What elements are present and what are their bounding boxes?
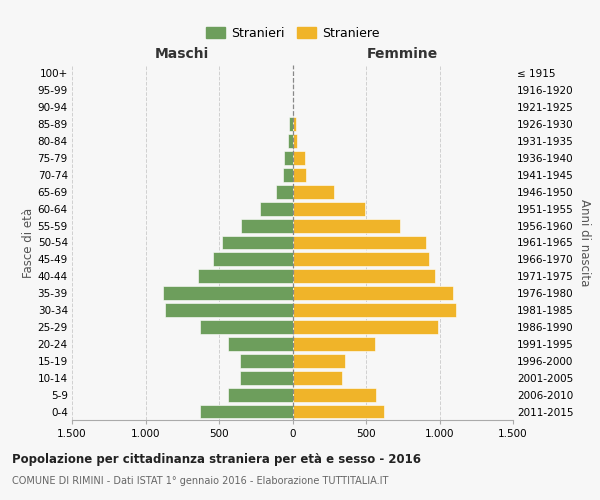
Bar <box>293 236 426 250</box>
Bar <box>293 202 365 215</box>
Text: Maschi: Maschi <box>155 47 209 61</box>
Bar <box>284 151 293 165</box>
Bar <box>293 371 342 384</box>
Bar <box>293 218 400 232</box>
Bar <box>293 303 455 317</box>
Bar <box>200 320 293 334</box>
Y-axis label: Fasce di età: Fasce di età <box>22 208 35 278</box>
Bar <box>164 303 293 317</box>
Y-axis label: Anni di nascita: Anni di nascita <box>578 199 590 286</box>
Bar <box>260 202 293 215</box>
Bar <box>293 286 453 300</box>
Bar <box>293 354 346 368</box>
Bar <box>289 134 293 148</box>
Text: Femmine: Femmine <box>367 47 439 61</box>
Bar <box>228 337 293 351</box>
Bar <box>228 388 293 402</box>
Bar <box>163 286 293 300</box>
Bar <box>199 270 293 283</box>
Bar <box>293 270 435 283</box>
Bar <box>283 168 293 182</box>
Text: COMUNE DI RIMINI - Dati ISTAT 1° gennaio 2016 - Elaborazione TUTTITALIA.IT: COMUNE DI RIMINI - Dati ISTAT 1° gennaio… <box>12 476 388 486</box>
Bar <box>277 185 293 198</box>
Bar <box>293 252 429 266</box>
Bar <box>213 252 293 266</box>
Bar <box>293 404 385 418</box>
Bar <box>293 117 296 131</box>
Bar <box>293 151 305 165</box>
Bar <box>293 388 376 402</box>
Bar <box>222 236 293 250</box>
Bar <box>293 320 438 334</box>
Bar <box>293 134 297 148</box>
Bar <box>289 117 293 131</box>
Bar <box>200 404 293 418</box>
Text: Popolazione per cittadinanza straniera per età e sesso - 2016: Popolazione per cittadinanza straniera p… <box>12 452 421 466</box>
Legend: Stranieri, Straniere: Stranieri, Straniere <box>201 22 384 44</box>
Bar <box>241 218 293 232</box>
Bar <box>239 354 293 368</box>
Bar <box>293 185 334 198</box>
Bar <box>293 168 307 182</box>
Bar <box>293 337 375 351</box>
Bar <box>239 371 293 384</box>
